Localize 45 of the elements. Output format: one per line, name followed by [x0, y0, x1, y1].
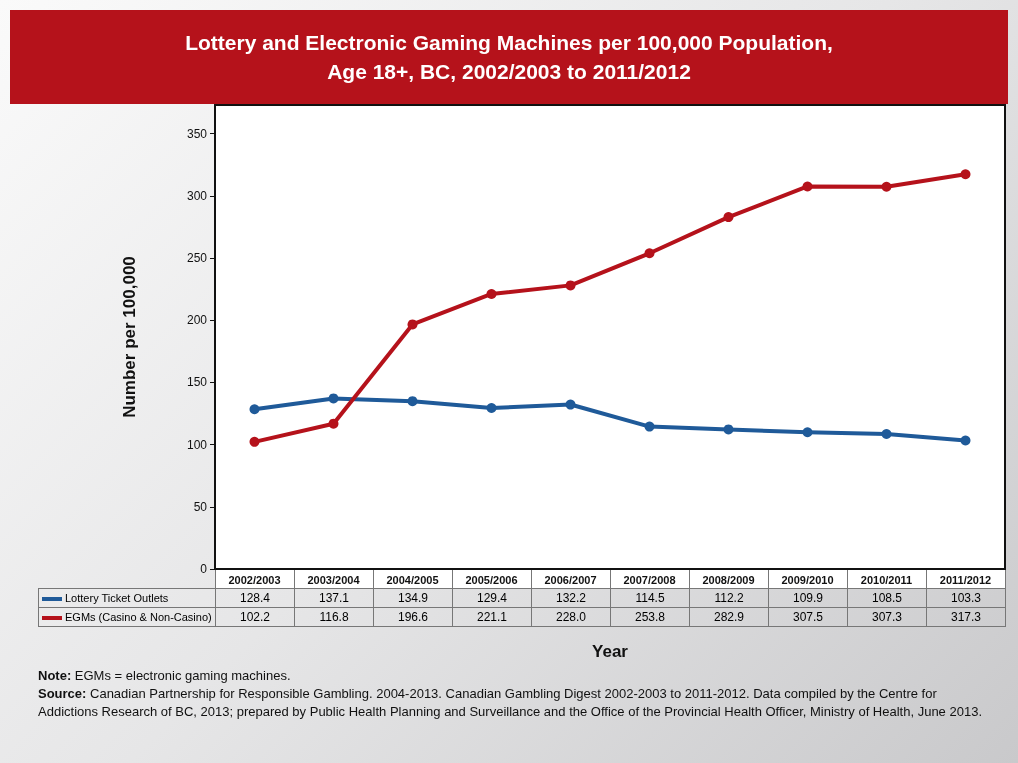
data-label: 134.9	[373, 588, 453, 608]
x-tick-label: 2006/2007	[544, 573, 597, 586]
data-label: 132.2	[531, 588, 611, 608]
y-tick-label: 200	[186, 313, 208, 328]
chart-title: Lottery and Electronic Gaming Machines per 100,000 Population, Age 18+, BC, 2002/2003 to 2011/2012	[10, 10, 1008, 104]
y-tick-label: 350	[186, 126, 208, 141]
x-tick-label: 2010/2011	[860, 573, 913, 586]
data-label: 196.6	[373, 607, 453, 627]
data-label: 129.4	[452, 588, 532, 608]
y-tick-label: 150	[186, 375, 208, 390]
x-tick-label: 2008/2009	[702, 573, 755, 586]
data-label: 137.1	[294, 588, 374, 608]
x-axis-title: Year	[592, 642, 629, 661]
y-tick-label: 0	[200, 562, 208, 576]
data-label: 307.3	[847, 607, 927, 627]
x-tick-label: 2005/2006	[465, 573, 518, 586]
data-label: 253.8	[610, 607, 690, 627]
x-tick-label: 2011/2012	[939, 573, 992, 586]
y-tick-label: 100	[186, 437, 208, 452]
legend-label: EGMs (Casino & Non-Casino)	[38, 607, 216, 627]
data-label: 128.4	[215, 588, 295, 608]
x-tick-label: 2007/2008	[623, 573, 676, 586]
x-tick-label: 2003/2004	[307, 573, 361, 586]
data-label: 116.8	[294, 607, 374, 627]
data-label: 109.9	[768, 588, 848, 608]
data-label: 112.2	[689, 588, 769, 608]
data-label: 102.2	[215, 607, 295, 627]
data-label: 108.5	[847, 588, 927, 608]
text: Note: EGMs = electronic gaming machines.	[38, 667, 292, 685]
data-label: 307.5	[768, 607, 848, 627]
x-tick-label: 2004/2005	[386, 573, 439, 586]
source-note: Source: Canadian Partnership for Responsible Gambling. 2004-2013. Canadian Gambling Digest 2002-2003 to 2011-2012. Data compiled by the Centre for Addictions Research of BC, 2013; prepared by Public Health Planning and Surveillance and the Office of the Provincial Health Officer, Ministry of Health, June 2013.	[38, 685, 983, 721]
y-tick-label: 300	[186, 188, 208, 203]
data-label: 282.9	[689, 607, 769, 627]
y-axis-title: Number per 100,000	[120, 256, 139, 418]
data-label: 228.0	[531, 607, 611, 627]
y-tick-label: 50	[193, 499, 208, 514]
data-label: 114.5	[610, 588, 690, 608]
data-label: 317.3	[926, 607, 1006, 627]
data-label: 103.3	[926, 588, 1006, 608]
x-tick-label: 2002/2003	[228, 573, 281, 586]
data-label: 221.1	[452, 607, 532, 627]
legend-label: Lottery Ticket Outlets	[38, 588, 216, 608]
y-tick-label: 250	[186, 251, 208, 266]
x-tick-label: 2009/2010	[781, 573, 834, 586]
